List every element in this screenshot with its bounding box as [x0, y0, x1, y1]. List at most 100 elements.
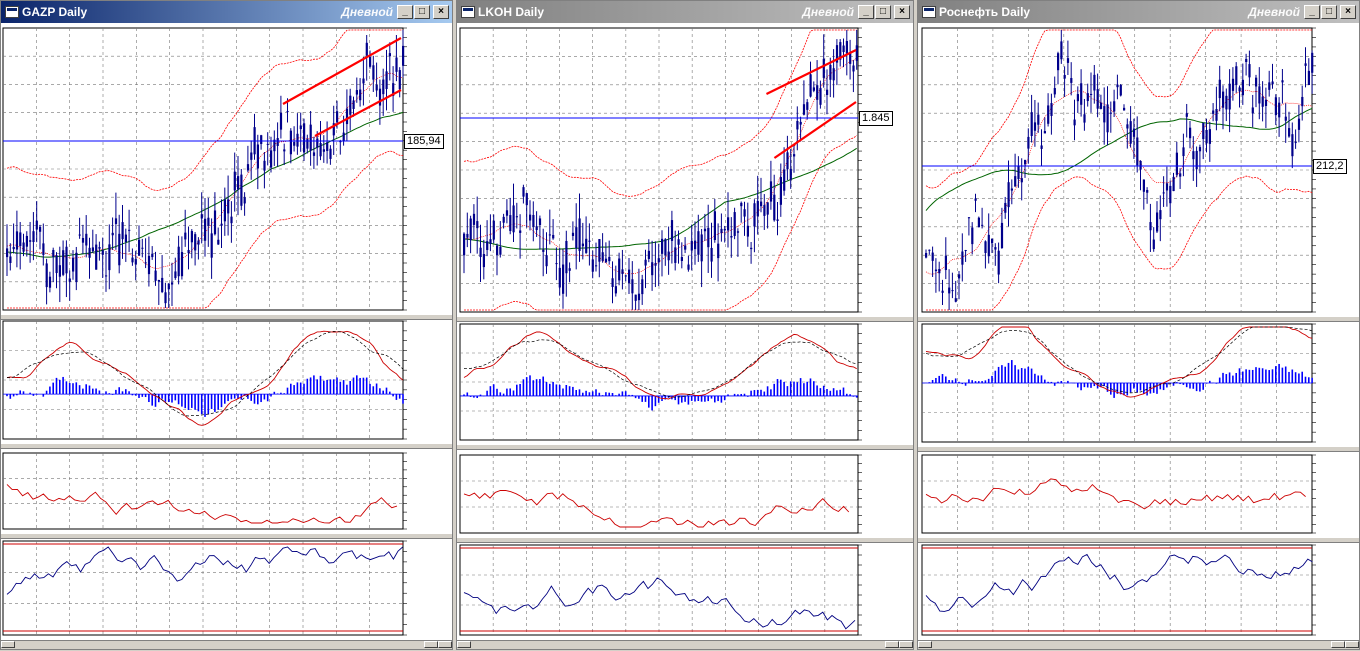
candle-body: [1202, 122, 1205, 140]
candle-body: [812, 87, 815, 91]
close-button[interactable]: ×: [894, 5, 910, 19]
candle-body: [799, 121, 802, 125]
candle-body: [647, 250, 650, 259]
chart-area[interactable]: 1.845: [457, 23, 913, 649]
window-icon: [5, 6, 19, 18]
chart-window-gazp[interactable]: GAZP Daily Дневной _ □ × 185,94: [0, 0, 453, 650]
candle-body: [1235, 66, 1238, 85]
last-price-label: 212,2: [1313, 159, 1347, 174]
candle-body: [131, 257, 134, 263]
pane-splitter[interactable]: [457, 444, 913, 450]
candle-body: [779, 177, 782, 205]
scroll-left-icon[interactable]: [918, 641, 932, 648]
chart-window-rosneft[interactable]: Роснефть Daily Дневной _ □ × 212,2: [917, 0, 1360, 650]
candle-body: [197, 240, 200, 245]
rsi-line: [463, 489, 850, 528]
candle-body: [571, 232, 575, 236]
candle-body: [1047, 105, 1050, 124]
scroll-left-icon[interactable]: [424, 641, 438, 648]
rsi-line: [6, 484, 398, 524]
candle-body: [763, 205, 766, 216]
maximize-button[interactable]: □: [414, 5, 430, 19]
candle-body: [124, 234, 127, 242]
candle-body: [144, 262, 147, 264]
scroll-left-icon[interactable]: [1, 641, 15, 648]
candle-body: [1251, 107, 1254, 114]
candle-body: [994, 247, 997, 250]
scroll-left-icon[interactable]: [885, 641, 899, 648]
candle-body: [934, 269, 938, 272]
scroll-right-icon[interactable]: [1345, 641, 1359, 648]
candle-body: [713, 211, 716, 241]
candle-body: [1090, 93, 1093, 95]
candle-body: [1123, 107, 1126, 111]
titlebar[interactable]: Роснефть Daily Дневной _ □ ×: [918, 1, 1359, 23]
titlebar[interactable]: LKOH Daily Дневной _ □ ×: [457, 1, 913, 23]
bollinger-upper: [463, 29, 857, 197]
pane-splitter[interactable]: [1, 443, 452, 449]
candle-body: [802, 104, 806, 115]
macd-line: [6, 330, 404, 426]
candle-body: [88, 247, 91, 258]
candle-body: [938, 268, 941, 274]
minimize-button[interactable]: _: [1304, 5, 1320, 19]
candle-body: [773, 194, 776, 221]
close-button[interactable]: ×: [1340, 5, 1356, 19]
minimize-button[interactable]: _: [858, 5, 874, 19]
pane-splitter[interactable]: [918, 537, 1359, 543]
candle-body: [614, 286, 617, 294]
minimize-button[interactable]: _: [397, 5, 413, 19]
candle-body: [62, 250, 65, 275]
scroll-right-icon[interactable]: [438, 641, 452, 648]
maximize-button[interactable]: □: [875, 5, 891, 19]
titlebar[interactable]: GAZP Daily Дневной _ □ ×: [1, 1, 452, 23]
candle-body: [1149, 222, 1152, 231]
candle-body: [194, 234, 197, 251]
candle-body: [167, 283, 170, 290]
candle-body: [1212, 110, 1215, 114]
trend-channel-line: [765, 49, 857, 95]
pane-splitter[interactable]: [1, 314, 452, 320]
candle-body: [128, 229, 131, 231]
candle-body: [359, 89, 362, 101]
horizontal-scrollbar[interactable]: [918, 640, 1359, 649]
candle-body: [1284, 116, 1287, 121]
pane-splitter[interactable]: [918, 316, 1359, 322]
candle-body: [545, 255, 548, 267]
scroll-left-icon[interactable]: [1331, 641, 1345, 648]
candle-body: [1024, 159, 1027, 165]
candle-body: [1198, 147, 1202, 152]
horizontal-scrollbar[interactable]: [1, 640, 452, 649]
scroll-right-icon[interactable]: [899, 641, 913, 648]
close-button[interactable]: ×: [433, 5, 449, 19]
chart-area[interactable]: 212,2: [918, 23, 1359, 649]
pane-splitter[interactable]: [918, 446, 1359, 452]
candle-body: [296, 133, 299, 147]
window-icon: [922, 6, 936, 18]
macd-line: [925, 326, 1313, 398]
candle-body: [783, 169, 786, 191]
candle-body: [750, 247, 753, 250]
pane-splitter[interactable]: [457, 537, 913, 543]
maximize-button[interactable]: □: [1321, 5, 1337, 19]
candle-body: [472, 213, 476, 225]
candle-body: [1271, 81, 1274, 85]
pane-splitter[interactable]: [1, 533, 452, 539]
window-title: LKOH Daily: [478, 5, 545, 19]
candle-body: [266, 143, 269, 145]
pane-splitter[interactable]: [457, 316, 913, 322]
candle-body: [826, 89, 829, 95]
candle-body: [6, 248, 9, 258]
candle-body: [984, 241, 987, 253]
chart-window-lkoh[interactable]: LKOH Daily Дневной _ □ × 1.845: [456, 0, 914, 650]
candle-body: [1304, 63, 1307, 66]
horizontal-scrollbar[interactable]: [457, 640, 913, 649]
candle-body: [1297, 118, 1301, 130]
candle-body: [65, 246, 68, 274]
candle-body: [694, 240, 697, 250]
bollinger-lower: [7, 150, 404, 309]
candle-body: [822, 58, 825, 78]
scroll-left-icon[interactable]: [457, 641, 471, 648]
chart-area[interactable]: 185,94: [1, 23, 452, 649]
candle-body: [210, 233, 213, 258]
